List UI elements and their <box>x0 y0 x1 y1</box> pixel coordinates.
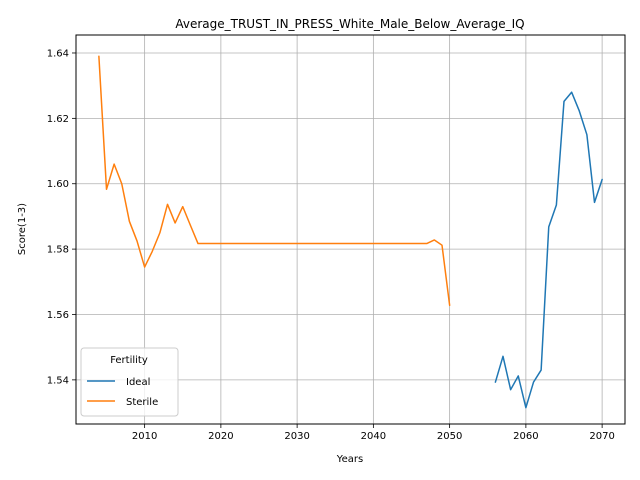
legend-label-ideal: Ideal <box>126 377 150 388</box>
y-tick-label: 1.58 <box>47 245 69 256</box>
legend: Fertility Ideal Sterile <box>80 347 179 417</box>
y-tick-label: 1.62 <box>47 114 69 125</box>
x-tick-label: 2050 <box>437 431 462 442</box>
x-tick-label: 2030 <box>284 431 309 442</box>
y-tick-label: 1.54 <box>47 375 69 386</box>
y-tick-label: 1.60 <box>47 179 69 190</box>
y-axis: 1.54 1.56 1.58 1.60 1.62 1.64 <box>47 48 76 386</box>
x-tick-label: 2020 <box>208 431 233 442</box>
x-axis-label: Years <box>336 454 363 465</box>
series-line-sterile <box>98 55 451 307</box>
legend-title: Fertility <box>110 355 148 366</box>
x-tick-label: 2060 <box>513 431 538 442</box>
x-tick-label: 2040 <box>361 431 386 442</box>
x-tick-label: 2010 <box>132 431 157 442</box>
legend-label-sterile: Sterile <box>126 397 158 408</box>
y-tick-label: 1.64 <box>47 48 69 59</box>
x-axis: 2010 2020 2030 2040 2050 2060 2070 <box>132 424 615 442</box>
y-tick-label: 1.56 <box>47 310 69 321</box>
plot-frame <box>75 34 626 425</box>
series-line-ideal <box>494 91 603 409</box>
x-tick-label: 2070 <box>589 431 614 442</box>
legend-box <box>80 347 179 417</box>
series-lines <box>98 55 603 409</box>
y-axis-label: Score(1-3) <box>17 203 28 255</box>
chart-title: Average_TRUST_IN_PRESS_White_Male_Below_… <box>175 17 524 31</box>
